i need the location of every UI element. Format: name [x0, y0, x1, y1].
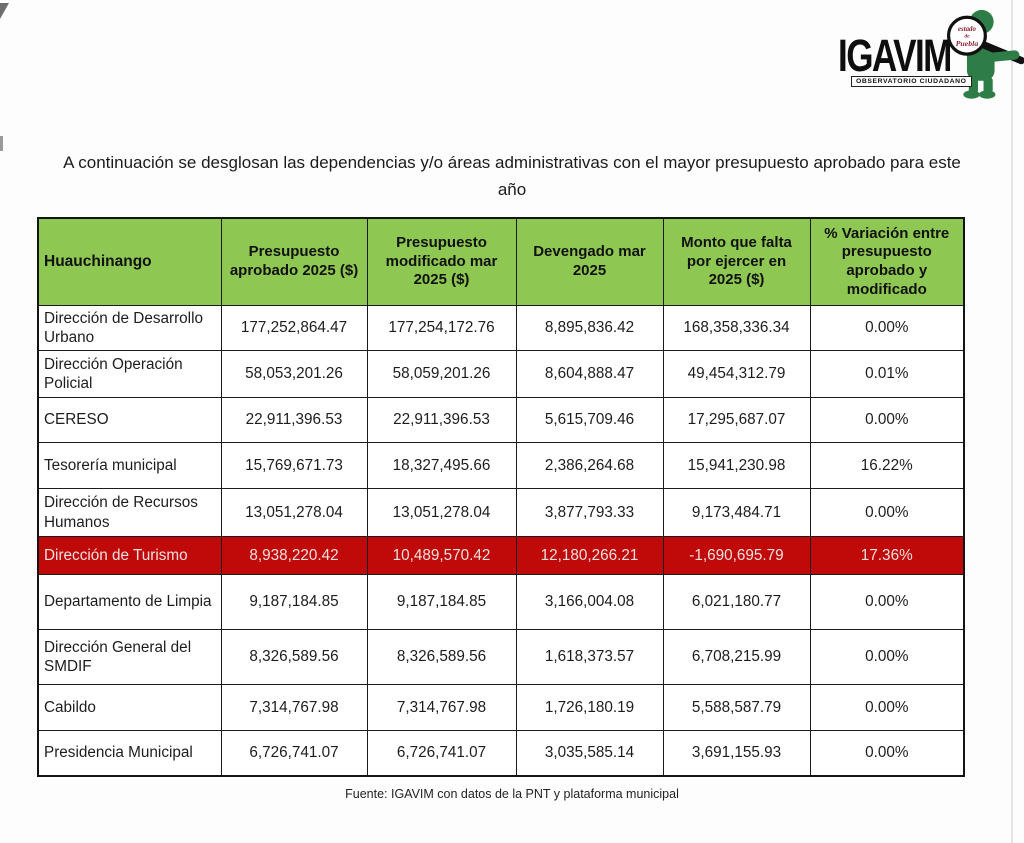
- dependency-name-cell: Dirección Operación Policial: [37, 350, 222, 398]
- value-cell: 6,021,180.77: [662, 574, 811, 630]
- value-cell: 0.00%: [809, 730, 965, 776]
- logo-subtitle: OBSERVATORIO CIUDADANO: [851, 76, 972, 87]
- value-cell: 6,726,741.07: [220, 730, 368, 776]
- table-row: Presidencia Municipal 6,726,741.07 6,726,7…: [37, 730, 965, 776]
- value-cell: 22,911,396.53: [220, 397, 368, 443]
- value-cell: 15,941,230.98: [662, 442, 811, 489]
- value-cell: 16.22%: [809, 442, 965, 489]
- table-row: CERESO 22,911,396.53 22,911,396.53 5,615,70…: [37, 397, 965, 443]
- value-cell: 22,911,396.53: [366, 397, 517, 443]
- header-modified-budget: Presupuesto modificado mar 2025 ($): [366, 217, 517, 306]
- value-cell: 0.01%: [809, 350, 965, 398]
- lens-text: Puebla: [956, 39, 979, 48]
- table-row: Dirección de Recursos Humanos 13,051,278.…: [37, 488, 965, 537]
- value-cell: 0.00%: [809, 305, 965, 351]
- value-cell: 177,252,864.47: [220, 305, 368, 351]
- value-cell: 8,326,589.56: [220, 629, 368, 685]
- table-body: Dirección de Desarrollo Urbano 177,252,86…: [37, 305, 965, 776]
- dependency-name-cell: Dirección General del SMDIF: [37, 629, 222, 685]
- value-cell: 6,708,215.99: [662, 629, 811, 685]
- table-row: Tesorería municipal 15,769,671.73 18,327,4…: [37, 442, 965, 489]
- value-cell: 6,726,741.07: [366, 730, 517, 776]
- value-cell: 0.00%: [809, 574, 965, 630]
- scan-artifact: [0, 136, 3, 151]
- value-cell: 0.00%: [809, 684, 965, 731]
- value-cell: 7,314,767.98: [220, 684, 368, 731]
- value-cell: 0.00%: [809, 629, 965, 685]
- scan-artifact: [0, 3, 9, 19]
- value-cell: 1,618,373.57: [515, 629, 664, 685]
- source-note: Fuente: IGAVIM con datos de la PNT y pla…: [345, 787, 679, 801]
- dependency-name-cell: Dirección de Recursos Humanos: [37, 488, 222, 537]
- header-municipality: Huauchinango: [37, 217, 222, 306]
- value-cell: 8,604,888.47: [515, 350, 664, 398]
- value-cell: 18,327,495.66: [366, 442, 517, 489]
- dependency-name-cell: Presidencia Municipal: [37, 730, 222, 776]
- table-row: Dirección de Turismo 8,938,220.42 10,489,5…: [37, 536, 965, 575]
- igavim-logo: IGAVIM estado de Puebla OBSERVATORIO CIU…: [838, 8, 1024, 102]
- value-cell: 49,454,312.79: [662, 350, 811, 398]
- value-cell: 168,358,336.34: [662, 305, 811, 351]
- value-cell: 9,187,184.85: [366, 574, 517, 630]
- table-row: Dirección Operación Policial 58,053,201.2…: [37, 350, 965, 398]
- value-cell: 0.00%: [809, 397, 965, 443]
- dependency-name-cell: CERESO: [37, 397, 222, 443]
- table-header-row: Huauchinango Presupuesto aprobado 2025 (…: [37, 217, 965, 306]
- lens-text: estado: [958, 26, 977, 33]
- table-row: Dirección General del SMDIF 8,326,589.56 8…: [37, 629, 965, 685]
- budget-table: Huauchinango Presupuesto aprobado 2025 (…: [37, 217, 965, 777]
- value-cell: 9,173,484.71: [662, 488, 811, 537]
- page-title: A continuación se desglosan las dependen…: [63, 153, 961, 200]
- dependency-name-cell: Dirección de Desarrollo Urbano: [37, 305, 222, 351]
- value-cell: 8,326,589.56: [366, 629, 517, 685]
- value-cell: -1,690,695.79: [662, 536, 811, 575]
- scan-artifact: [1011, 0, 1013, 843]
- value-cell: 13,051,278.04: [220, 488, 368, 537]
- header-accrued: Devengado mar 2025: [515, 217, 664, 306]
- header-approved-budget: Presupuesto aprobado 2025 ($): [220, 217, 368, 306]
- dependency-name-cell: Dirección de Turismo: [37, 536, 222, 575]
- value-cell: 177,254,172.76: [366, 305, 517, 351]
- value-cell: 12,180,266.21: [515, 536, 664, 575]
- value-cell: 7,314,767.98: [366, 684, 517, 731]
- brand-text: IGAVIM: [838, 30, 952, 81]
- table-row: Dirección de Desarrollo Urbano 177,252,86…: [37, 305, 965, 351]
- value-cell: 3,035,585.14: [515, 730, 664, 776]
- table-row: Cabildo 7,314,767.98 7,314,767.98 1,726,180…: [37, 684, 965, 731]
- value-cell: 10,489,570.42: [366, 536, 517, 575]
- value-cell: 17,295,687.07: [662, 397, 811, 443]
- dependency-name-cell: Departamento de Limpia: [37, 574, 222, 630]
- value-cell: 8,895,836.42: [515, 305, 664, 351]
- mascot-magnifier-icon: estado de Puebla: [946, 9, 1024, 99]
- value-cell: 15,769,671.73: [220, 442, 368, 489]
- header-variation: % Variación entre presupuesto aprobado y…: [809, 217, 965, 306]
- value-cell: 3,166,004.08: [515, 574, 664, 630]
- dependency-name-cell: Cabildo: [37, 684, 222, 731]
- value-cell: 5,615,709.46: [515, 397, 664, 443]
- dependency-name-cell: Tesorería municipal: [37, 442, 222, 489]
- value-cell: 13,051,278.04: [366, 488, 517, 537]
- value-cell: 9,187,184.85: [220, 574, 368, 630]
- value-cell: 1,726,180.19: [515, 684, 664, 731]
- lens-text: de: [964, 34, 970, 40]
- value-cell: 58,053,201.26: [220, 350, 368, 398]
- value-cell: 0.00%: [809, 488, 965, 537]
- budget-table-container: Huauchinango Presupuesto aprobado 2025 (…: [37, 217, 965, 777]
- value-cell: 58,059,201.26: [366, 350, 517, 398]
- value-cell: 8,938,220.42: [220, 536, 368, 575]
- value-cell: 3,691,155.93: [662, 730, 811, 776]
- value-cell: 3,877,793.33: [515, 488, 664, 537]
- table-row: Departamento de Limpia 9,187,184.85 9,187,…: [37, 574, 965, 630]
- value-cell: 5,588,587.79: [662, 684, 811, 731]
- value-cell: 2,386,264.68: [515, 442, 664, 489]
- value-cell: 17.36%: [809, 536, 965, 575]
- header-remaining: Monto que falta por ejercer en 2025 ($): [662, 217, 811, 306]
